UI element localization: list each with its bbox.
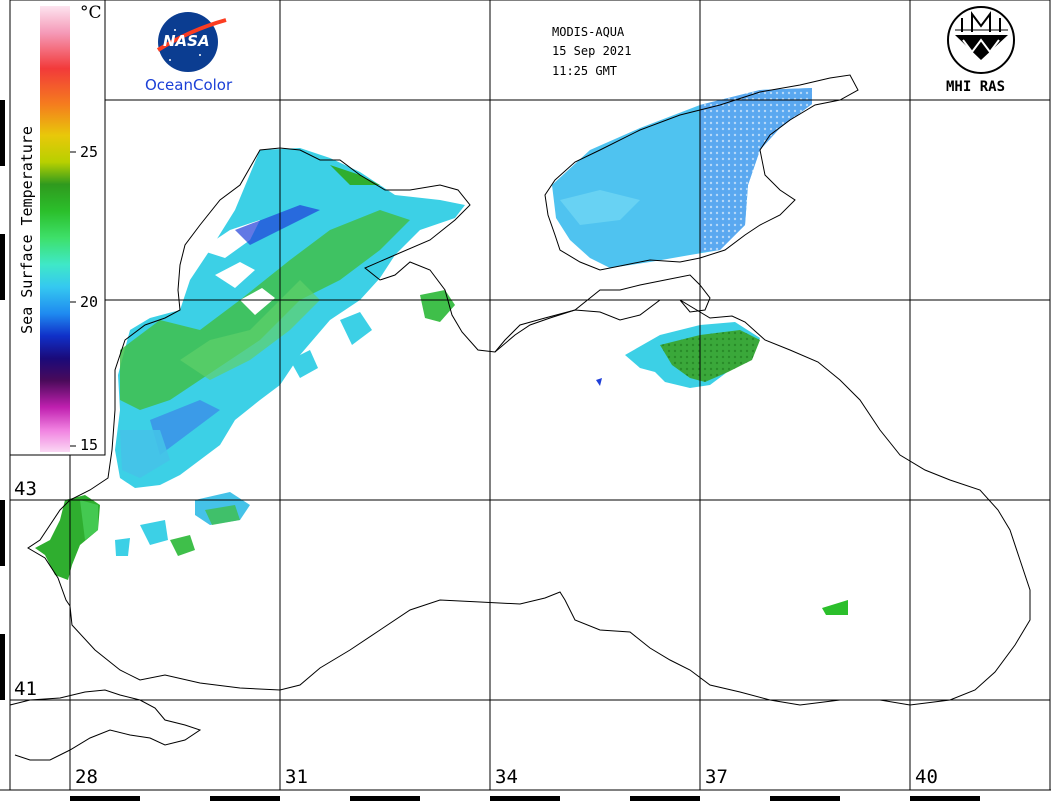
lat-label-41: 41 (14, 678, 37, 700)
sst-kerch-patch (596, 322, 848, 615)
lon-label-31: 31 (285, 766, 308, 788)
colorbar-title: Sea Surface Temperature (18, 126, 36, 334)
colorbar-tick-15: 15 (80, 436, 99, 454)
colorbar-tick-20: 20 (80, 293, 99, 311)
lon-label-37: 37 (705, 766, 728, 788)
lon-label-28: 28 (75, 766, 98, 788)
sensor-label: MODIS-AQUA (552, 25, 625, 39)
lon-label-40: 40 (915, 766, 938, 788)
colorbar-ticks (70, 151, 76, 447)
lat-label-43: 43 (14, 478, 37, 500)
nasa-logo (156, 12, 227, 72)
mhi-logo (947, 6, 1015, 74)
marmara-coastline (9, 689, 202, 761)
sst-west-coast (35, 492, 250, 580)
colorbar-gradient (40, 6, 70, 452)
date-label: 15 Sep 2021 (552, 44, 632, 58)
colorbar-tick-25: 25 (80, 143, 99, 161)
mhi-ras-label: MHI RAS (946, 79, 1006, 95)
lon-label-34: 34 (495, 766, 518, 788)
sst-azov-sea (552, 88, 812, 268)
time-label: 11:25 GMT (552, 64, 618, 78)
colorbar-unit: °C (80, 3, 102, 23)
grid-lines (10, 0, 1050, 790)
crimea-coastline (494, 274, 711, 353)
ocean-color-label: OceanColor (145, 76, 233, 94)
nasa-logo-text: NASA (163, 32, 210, 50)
sst-nw-shelf (115, 148, 465, 488)
azov-coastline (544, 74, 859, 271)
